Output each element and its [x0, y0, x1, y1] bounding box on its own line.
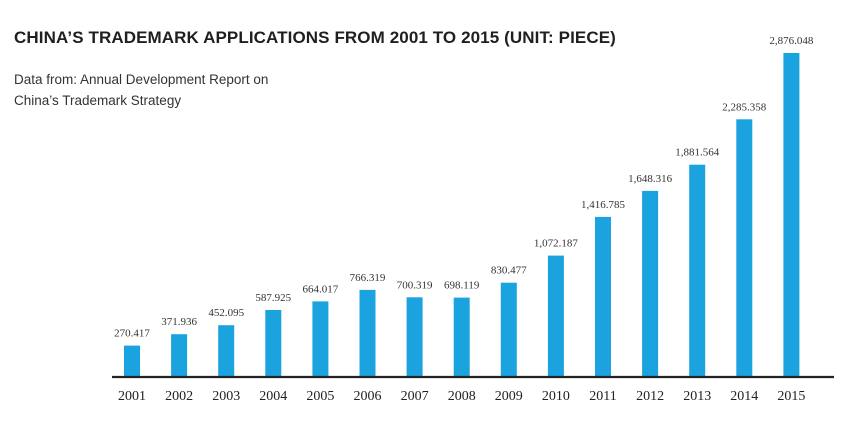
- value-label-2013: 1,881.564: [675, 147, 720, 159]
- tick-label-2009: 2009: [495, 389, 523, 404]
- tick-label-2007: 2007: [401, 389, 429, 404]
- value-label-2005: 664.017: [303, 283, 339, 295]
- tick-label-2010: 2010: [542, 389, 570, 404]
- bar-2004: [265, 310, 282, 376]
- value-label-2002: 371.936: [161, 316, 197, 328]
- bar-2002: [171, 334, 188, 376]
- tick-label-2014: 2014: [730, 389, 758, 404]
- bar-2005: [312, 301, 329, 376]
- bar-2012: [642, 190, 659, 376]
- value-label-2007: 700.319: [397, 279, 433, 291]
- tick-label-2006: 2006: [354, 389, 382, 404]
- tick-labels-layer: 2001 2002 2003 2004 2005 2006 2007 2008 2009 2010…: [118, 389, 805, 404]
- bar-2001: [124, 345, 140, 376]
- value-label-2008: 698.119: [444, 280, 480, 292]
- tick-label-2011: 2011: [589, 389, 616, 404]
- bar-2013: [689, 164, 706, 376]
- tick-label-2015: 2015: [777, 389, 805, 404]
- tick-label-2002: 2002: [165, 389, 193, 404]
- tick-label-2005: 2005: [306, 389, 334, 404]
- value-label-2011: 1,416.785: [581, 199, 626, 211]
- tick-label-2008: 2008: [448, 389, 476, 404]
- bar-2010: [547, 255, 564, 376]
- value-label-2001: 270.417: [114, 328, 150, 340]
- bars-layer: [124, 53, 800, 377]
- bar-2008: [453, 297, 470, 376]
- chart-title: CHINA’S TRADEMARK APPLICATIONS FROM 2001…: [14, 28, 616, 47]
- tick-label-2003: 2003: [212, 389, 240, 404]
- bar-2007: [406, 297, 423, 376]
- value-label-2010: 1,072.187: [534, 238, 579, 250]
- chart-subtitle: Data from: Annual Development Report on …: [14, 72, 269, 108]
- bar-2009: [500, 282, 517, 376]
- value-label-2003: 452.095: [208, 307, 244, 319]
- value-label-2009: 830.477: [491, 265, 527, 277]
- tick-label-2012: 2012: [636, 389, 664, 404]
- bar-2014: [736, 119, 753, 377]
- value-label-2012: 1,648.316: [628, 173, 673, 185]
- value-label-2014: 2,285.358: [722, 101, 767, 113]
- value-label-2015: 2,876.048: [769, 35, 814, 47]
- tick-label-2001: 2001: [118, 389, 146, 404]
- value-label-2004: 587.925: [255, 292, 291, 304]
- tick-label-2013: 2013: [683, 389, 711, 404]
- bar-2006: [359, 289, 376, 376]
- tick-label-2004: 2004: [259, 389, 287, 404]
- bar-2003: [218, 325, 235, 376]
- bar-2015: [783, 53, 800, 376]
- value-labels-layer: 270.417 371.936 452.095 587.925 664.017 766.3…: [114, 35, 814, 340]
- value-label-2006: 766.319: [350, 272, 386, 284]
- bar-2011: [595, 216, 611, 376]
